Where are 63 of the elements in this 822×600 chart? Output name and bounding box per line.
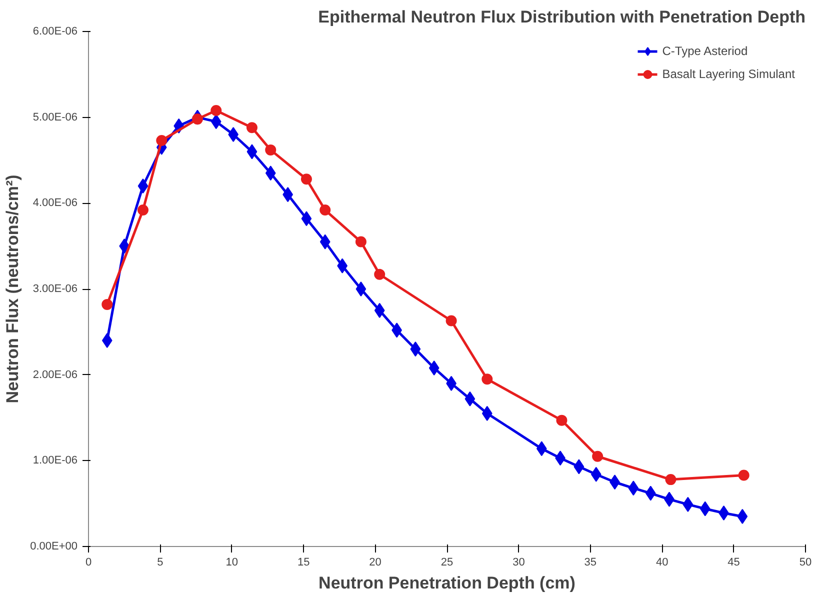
point [556, 414, 568, 426]
point [738, 470, 750, 481]
point [265, 166, 276, 181]
point [355, 236, 366, 248]
point [374, 268, 386, 280]
x-tick-label: 35 [584, 556, 597, 568]
y-tick-label: 0.00E+00 [30, 540, 78, 552]
point [102, 298, 113, 310]
point [119, 238, 130, 254]
point [446, 315, 457, 326]
point [356, 282, 366, 296]
y-axis-title: Neutron Flux (neutrons/cm²) [3, 174, 22, 404]
point [210, 104, 222, 116]
point [628, 480, 639, 496]
point [428, 360, 440, 376]
x-tick-label: 10 [226, 556, 238, 568]
point [137, 204, 148, 216]
point [192, 114, 203, 125]
legend-label: C-Type Asteriod [662, 44, 748, 58]
x-tick-label: 5 [157, 556, 164, 568]
point [590, 466, 602, 482]
y-tick-label: 1.00E-06 [32, 454, 78, 467]
point [265, 144, 276, 156]
x-tick-label: 0 [85, 556, 92, 568]
y-tick-label: 3.00E-06 [32, 283, 78, 295]
point [102, 333, 112, 348]
point [482, 406, 492, 421]
point [374, 302, 385, 318]
x-tick-label: 40 [656, 556, 668, 568]
point [592, 450, 604, 462]
point [645, 486, 656, 501]
y-tick-label: 4.00E-06 [32, 197, 78, 210]
point [536, 441, 547, 456]
point [138, 178, 148, 194]
point [700, 501, 710, 516]
x-tick-label: 15 [297, 556, 310, 568]
point [301, 211, 312, 226]
point [320, 204, 331, 216]
x-axis-title: Neutron Penetration Depth (cm) [318, 574, 576, 592]
y-tick-label: 5.00E-06 [32, 111, 78, 124]
x-tick-label: 45 [728, 556, 740, 568]
point [210, 114, 222, 130]
chart-title: Epithermal Neutron Flux Distribution with Penetration Depth [318, 8, 806, 26]
point [246, 122, 258, 134]
x-tick-label: 50 [799, 556, 812, 568]
point [574, 459, 584, 474]
point [737, 508, 748, 524]
y-tick-label: 6.00E-06 [32, 26, 78, 38]
point [300, 174, 312, 185]
point [320, 234, 330, 250]
point [228, 127, 238, 142]
point [410, 342, 421, 357]
x-tick-label: 30 [512, 556, 525, 568]
point [464, 391, 476, 406]
point [482, 374, 493, 385]
point [665, 474, 676, 486]
point [246, 144, 258, 160]
x-tick-label: 25 [440, 556, 454, 568]
y-tick-label: 2.00E-06 [32, 368, 78, 381]
legend-label: Basalt Layering Simulant [662, 67, 795, 81]
point [156, 135, 168, 146]
x-tick-label: 20 [369, 556, 382, 568]
point [682, 496, 694, 512]
